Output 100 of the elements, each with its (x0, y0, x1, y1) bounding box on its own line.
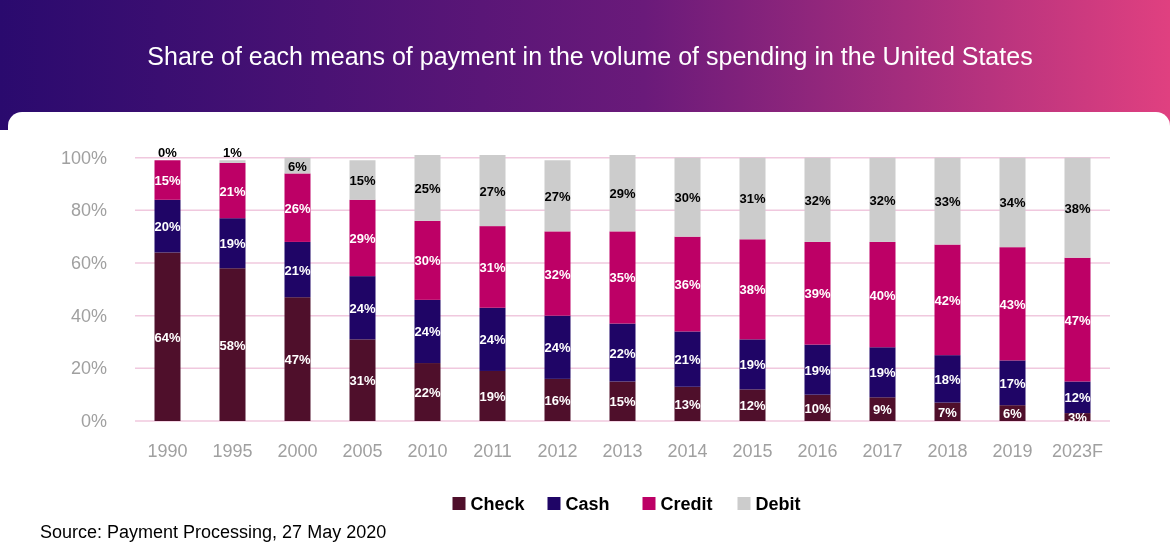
x-tick-label: 2005 (342, 441, 383, 461)
bar (544, 160, 571, 232)
data-label: 21% (284, 262, 311, 278)
x-tick-label: 2019 (992, 441, 1033, 461)
y-tick-label: 0% (80, 411, 107, 431)
bar (219, 160, 246, 163)
x-tick-label: 2011 (473, 441, 512, 461)
data-label: 42% (934, 292, 961, 308)
legend-label: Cash (565, 494, 610, 514)
data-label: 15% (154, 173, 181, 189)
bar (219, 268, 246, 421)
data-label: 19% (219, 236, 246, 252)
data-label: 19% (869, 365, 896, 381)
data-label: 19% (479, 388, 506, 404)
bar (1064, 257, 1091, 382)
data-label: 19% (739, 357, 766, 373)
data-label: 13% (674, 396, 701, 412)
y-tick-label: 100% (60, 147, 107, 168)
data-label: 27% (544, 188, 571, 204)
x-tick-label: 2017 (862, 441, 903, 461)
bar (999, 157, 1026, 248)
bar (739, 157, 766, 240)
x-tick-label: 2016 (797, 441, 838, 461)
data-label: 27% (479, 183, 506, 199)
data-label: 64% (154, 329, 181, 345)
legend-label: Check (470, 494, 526, 514)
chart-title: Share of each means of payment in the volume of spending in the United States (147, 42, 1033, 70)
data-label: 39% (804, 286, 831, 302)
data-label: 12% (739, 398, 766, 414)
x-tick-label: 2015 (732, 441, 773, 461)
data-label: 20% (154, 219, 181, 235)
bar (934, 244, 961, 356)
data-label: 30% (674, 190, 701, 206)
x-tick-label: 2010 (407, 441, 448, 461)
data-label: 24% (479, 332, 506, 348)
data-label: 43% (999, 296, 1026, 312)
data-label: 30% (414, 253, 441, 269)
data-label: 22% (609, 345, 636, 361)
bar (414, 155, 441, 221)
bar (674, 331, 701, 387)
bar (999, 247, 1026, 361)
x-tick-label: 1990 (147, 441, 188, 461)
bar (349, 199, 376, 277)
data-label: 15% (349, 173, 376, 189)
y-tick-label: 80% (70, 200, 107, 221)
y-tick-label: 60% (70, 252, 107, 273)
data-label: 19% (804, 362, 831, 378)
x-tick-label: 1995 (212, 441, 253, 461)
bar (869, 241, 896, 348)
legend-label: Credit (660, 494, 713, 514)
data-label: 25% (414, 180, 441, 196)
bar (284, 173, 311, 242)
data-label: 40% (869, 287, 896, 303)
data-label: 18% (934, 371, 961, 387)
data-label: 34% (999, 195, 1026, 211)
x-tick-label: 2000 (277, 441, 318, 461)
data-label: 12% (1064, 390, 1091, 406)
data-label: 0% (158, 145, 178, 161)
data-label: 29% (349, 230, 376, 246)
data-label: 32% (804, 192, 831, 208)
bar (479, 226, 506, 308)
bar (674, 236, 701, 332)
x-tick-label: 2023F (1051, 441, 1104, 461)
data-label: 32% (869, 192, 896, 208)
data-label: 22% (414, 385, 441, 401)
data-label: 17% (999, 375, 1026, 391)
bar (284, 297, 311, 421)
bar (544, 231, 571, 316)
data-label: 16% (544, 392, 571, 408)
bar (804, 157, 831, 242)
data-label: 38% (739, 282, 766, 298)
x-tick-label: 2014 (667, 441, 708, 461)
data-label: 38% (1064, 200, 1091, 216)
data-label: 24% (349, 300, 376, 316)
data-label: 9% (873, 402, 893, 418)
data-label: 24% (544, 340, 571, 356)
x-tick-label: 2012 (537, 441, 578, 461)
bar (739, 239, 766, 340)
data-label: 35% (609, 270, 636, 286)
bar (154, 252, 181, 421)
bar (869, 157, 896, 242)
bar (609, 155, 636, 232)
y-tick-label: 40% (70, 305, 107, 326)
data-label: 15% (609, 394, 636, 410)
data-label: 31% (739, 191, 766, 207)
data-label: 31% (479, 259, 506, 275)
data-label: 36% (674, 277, 701, 293)
bar (674, 157, 701, 237)
bar (414, 220, 441, 300)
data-label: 10% (804, 400, 831, 416)
data-label: 24% (414, 324, 441, 340)
y-tick-label: 20% (70, 358, 107, 379)
data-label: 32% (544, 266, 571, 282)
data-label: 58% (219, 337, 246, 353)
bar (804, 241, 831, 345)
data-label: 21% (219, 183, 246, 199)
data-label: 7% (938, 404, 958, 420)
x-tick-label: 2018 (927, 441, 968, 461)
data-label: 6% (288, 158, 308, 174)
source-note: Source: Payment Processing, 27 May 2020 (40, 522, 387, 542)
